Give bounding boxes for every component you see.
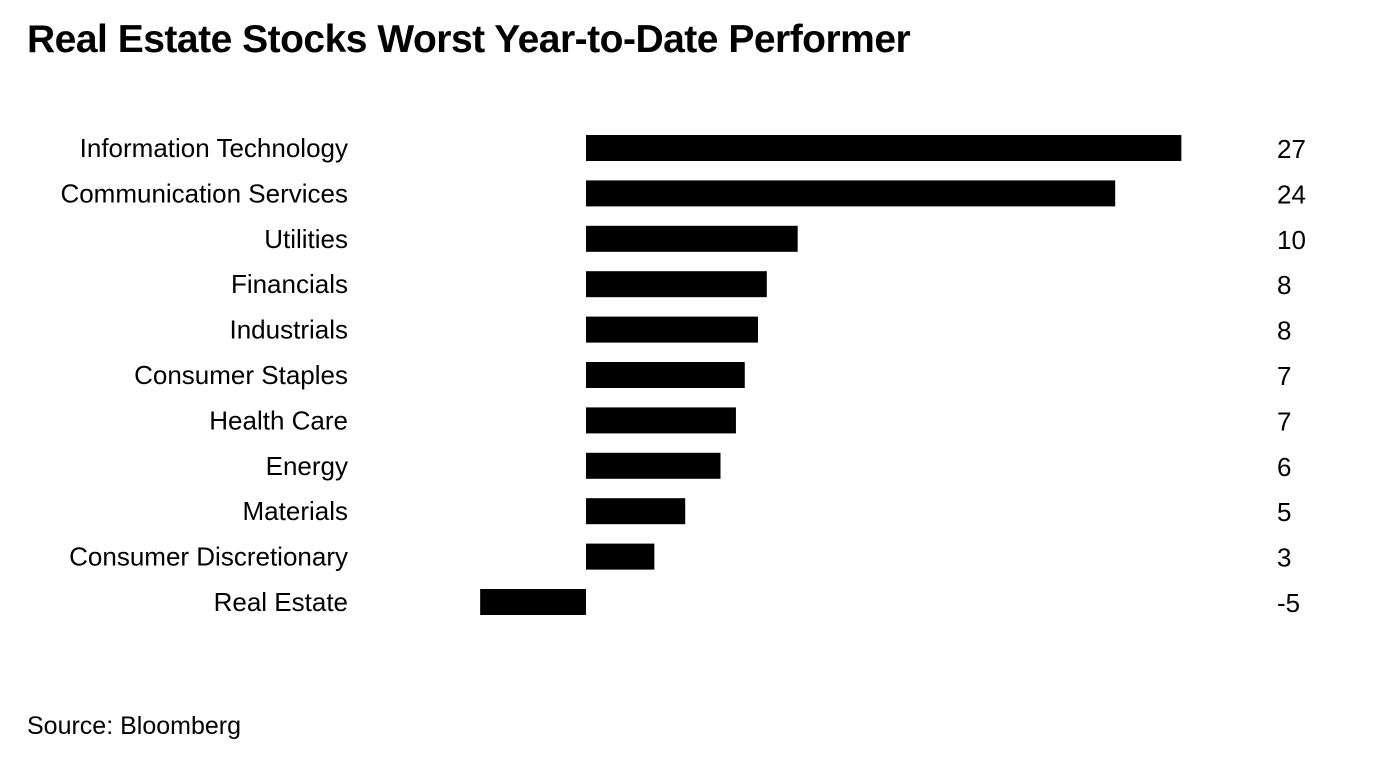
- category-label: Energy: [266, 451, 348, 481]
- value-label: 3: [1277, 543, 1291, 573]
- category-label: Materials: [243, 496, 348, 526]
- value-label: 5: [1277, 497, 1291, 527]
- bar: [586, 407, 736, 434]
- category-label: Consumer Discretionary: [69, 542, 348, 572]
- chart-title: Real Estate Stocks Worst Year-to-Date Pe…: [27, 18, 911, 61]
- bar: [586, 543, 655, 570]
- bar: [586, 225, 798, 252]
- bar: [586, 498, 686, 525]
- value-label: 8: [1277, 270, 1291, 300]
- bar: [586, 271, 767, 298]
- bar: [586, 362, 745, 388]
- value-label: 7: [1277, 361, 1291, 391]
- source-note: Source: Bloomberg: [27, 712, 242, 740]
- bar: [586, 180, 1116, 207]
- category-label: Financials: [231, 269, 348, 299]
- value-label: 27: [1277, 134, 1306, 164]
- value-label: -5: [1277, 588, 1300, 618]
- bar: [480, 589, 586, 615]
- category-label: Industrials: [230, 315, 349, 345]
- value-label: 24: [1277, 179, 1306, 209]
- category-label: Consumer Staples: [134, 360, 348, 390]
- bar-chart: Information Technology Communication Serv…: [60, 133, 1306, 618]
- category-label: Communication Services: [60, 178, 348, 208]
- bars: [480, 135, 1182, 615]
- bar: [586, 452, 721, 479]
- value-label: 8: [1277, 316, 1291, 346]
- value-label: 6: [1277, 452, 1291, 482]
- bar: [586, 316, 758, 343]
- category-label: Health Care: [209, 405, 348, 435]
- category-label: Utilities: [264, 224, 348, 254]
- bar: [586, 135, 1182, 161]
- category-label: Real Estate: [214, 587, 348, 617]
- category-labels: Information Technology Communication Serv…: [60, 133, 348, 617]
- value-label: 10: [1277, 225, 1306, 255]
- value-label: 7: [1277, 406, 1291, 436]
- category-label: Information Technology: [80, 133, 348, 163]
- value-labels: 27 24 10 8 8 7 7 6 5 3 -5: [1277, 134, 1306, 618]
